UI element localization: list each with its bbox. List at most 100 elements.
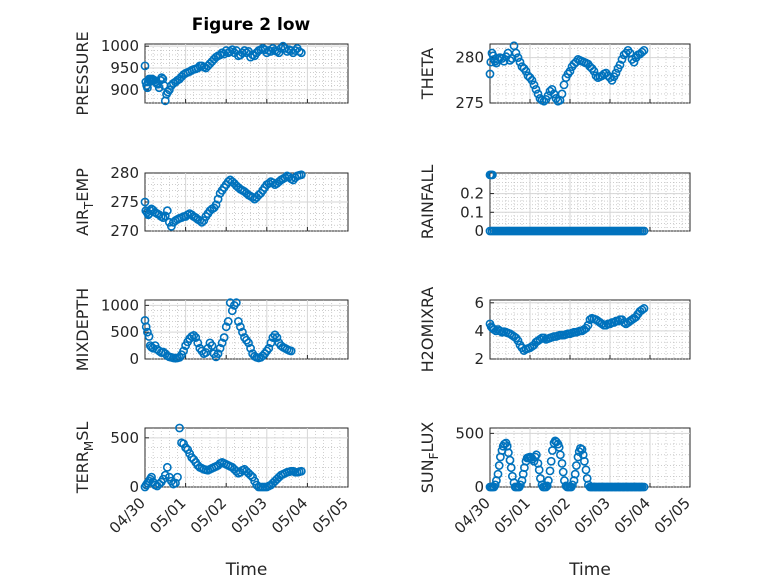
series-markers	[140, 41, 306, 106]
data-point	[515, 57, 525, 67]
major-grid	[145, 428, 348, 487]
data-point	[160, 211, 170, 221]
ytick-label: 275	[455, 94, 484, 112]
data-point	[207, 341, 217, 350]
data-point	[639, 482, 649, 492]
subplot-4: 00.10.2 RAINFALL	[418, 165, 691, 240]
data-point	[163, 87, 173, 97]
data-point	[179, 346, 188, 356]
data-point	[140, 197, 150, 207]
data-point	[140, 61, 150, 71]
ytick-label: 1000	[101, 296, 139, 314]
data-point	[558, 467, 568, 477]
axes-box	[144, 299, 349, 360]
data-point	[201, 348, 211, 357]
subplot-3: 270 275 280 AIRTEMP	[73, 164, 349, 240]
ytick-label: 500	[110, 429, 139, 447]
data-point	[513, 53, 523, 63]
data-point	[264, 179, 274, 188]
series-markers	[140, 298, 296, 363]
data-point	[215, 343, 225, 353]
x-axis-label: Time	[568, 560, 611, 580]
data-point	[532, 450, 541, 460]
data-point	[157, 73, 167, 83]
ytick-label: 280	[110, 164, 139, 182]
data-point	[219, 333, 229, 342]
data-point	[286, 346, 296, 356]
data-point	[197, 217, 207, 227]
data-point	[213, 349, 223, 359]
series-markers	[485, 436, 649, 492]
xtick-label: 05/04	[611, 494, 654, 537]
y-axis-label: AIRTEMP	[73, 168, 96, 236]
data-point	[577, 445, 587, 454]
xtick-label: 04/30	[451, 494, 494, 537]
data-point	[280, 173, 290, 183]
data-point	[487, 170, 497, 180]
data-point	[639, 226, 649, 236]
data-point	[244, 338, 253, 348]
series-markers	[485, 304, 649, 355]
data-point	[570, 469, 580, 479]
data-point	[195, 216, 205, 225]
data-point	[231, 466, 241, 476]
figure-title: Figure 2 low	[192, 15, 311, 35]
xtick-label: 05/04	[268, 494, 311, 537]
data-point	[639, 304, 649, 313]
ytick-label: 0.1	[460, 203, 484, 221]
series-markers	[485, 170, 649, 236]
ytick-label: 2	[474, 350, 484, 368]
data-point	[175, 423, 184, 433]
ytick-label: 4	[474, 322, 484, 340]
data-point	[189, 330, 199, 340]
major-grid	[145, 44, 348, 103]
data-point	[158, 213, 168, 223]
series-markers	[140, 170, 306, 231]
ytick-label: 0	[129, 478, 139, 496]
ytick-label: 0.2	[460, 185, 484, 203]
data-point	[494, 461, 504, 470]
data-point	[516, 480, 525, 490]
data-point	[162, 206, 172, 216]
data-point	[143, 83, 152, 93]
data-point	[507, 54, 517, 63]
data-point	[233, 317, 243, 326]
data-point	[568, 480, 577, 490]
data-point	[511, 48, 521, 58]
data-point	[546, 456, 556, 466]
y-axis-label: THETA	[418, 48, 437, 100]
data-point	[615, 60, 625, 70]
data-point	[227, 306, 237, 316]
ytick-label: 500	[110, 323, 139, 341]
data-point	[505, 55, 515, 65]
data-point	[193, 338, 203, 348]
data-point	[589, 66, 599, 76]
data-point	[221, 322, 231, 332]
data-point	[296, 48, 306, 58]
xtick-label: 05/05	[309, 494, 352, 537]
xtick-label: 05/01	[146, 494, 189, 537]
data-point	[162, 462, 172, 472]
data-point	[629, 57, 639, 67]
data-point	[533, 89, 543, 99]
data-point	[529, 80, 539, 90]
data-point	[246, 470, 255, 480]
xtick-label: 05/02	[187, 494, 230, 537]
ytick-label: 280	[455, 49, 484, 67]
data-point	[583, 320, 593, 330]
data-point	[282, 47, 292, 56]
data-point	[246, 52, 255, 62]
ytick-label: 0	[474, 478, 484, 496]
data-point	[238, 48, 247, 58]
data-point	[147, 472, 156, 482]
data-point	[246, 343, 255, 353]
subplot-1: 900 950 1000 PRESSURE	[73, 31, 349, 116]
data-point	[539, 96, 549, 106]
data-point	[573, 452, 583, 462]
data-point	[499, 56, 509, 66]
data-point	[238, 327, 247, 337]
y-axis-label: H2OMIXRA	[418, 287, 437, 373]
data-point	[144, 332, 154, 341]
